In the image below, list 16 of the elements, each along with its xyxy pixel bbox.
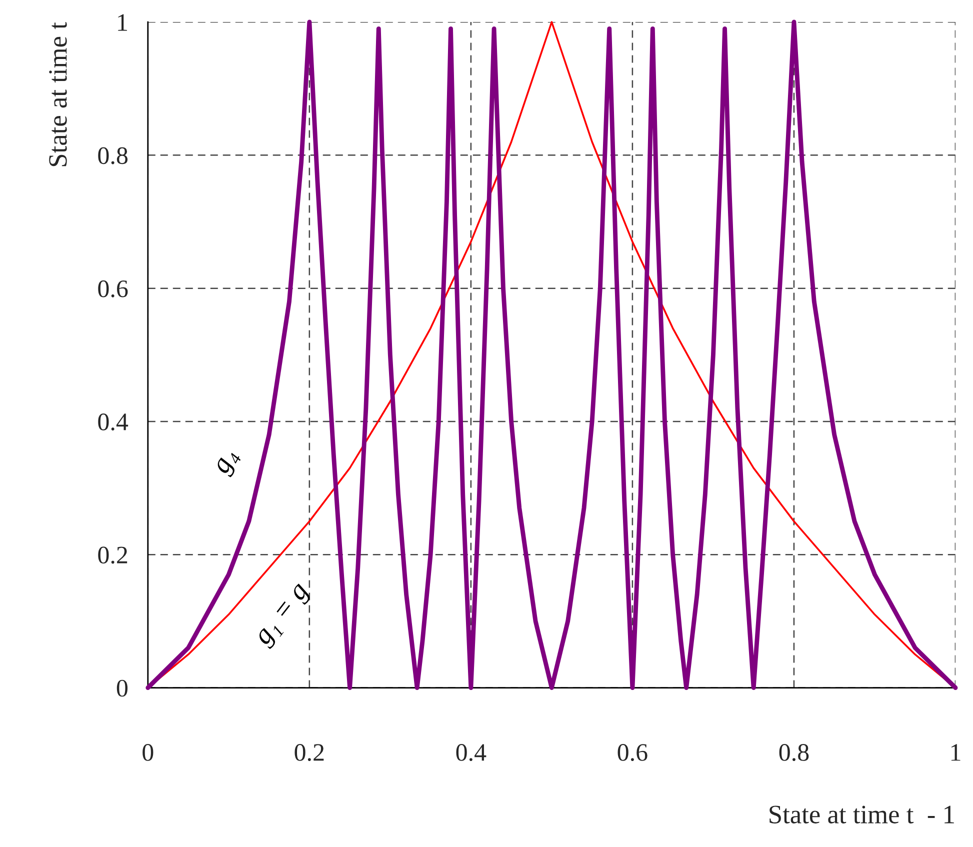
y-tick-label: 0 — [116, 680, 128, 697]
y-tick-label: 1 — [118, 14, 127, 31]
x-tick-label: 0.8 — [779, 744, 809, 762]
x-tick-label: 0.4 — [456, 744, 486, 762]
y-tick-label: 0.6 — [98, 280, 128, 298]
text: g₁ = g — [256, 583, 314, 650]
x-axis-title: State at time t - 1 — [770, 806, 954, 824]
y-tick-label: 0.4 — [98, 414, 128, 430]
text: g₄ — [214, 448, 242, 478]
y-tick-label: 0.2 — [98, 546, 128, 564]
x-tick-label: 0.2 — [294, 744, 324, 762]
x-tick-label: 0 — [142, 744, 154, 761]
x-tick-label: 1 — [951, 744, 960, 761]
y-axis-title: State at time t — [49, 22, 67, 166]
y-tick-label: 0.8 — [98, 147, 128, 164]
x-tick-label: 0.6 — [618, 744, 648, 762]
